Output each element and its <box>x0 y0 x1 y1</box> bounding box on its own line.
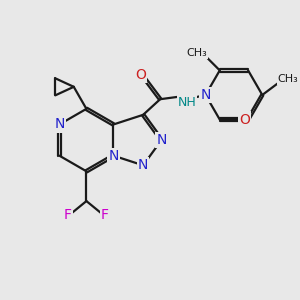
Text: F: F <box>64 208 72 222</box>
Text: N: N <box>156 133 167 147</box>
Text: CH₃: CH₃ <box>187 48 207 58</box>
Text: N: N <box>138 158 148 172</box>
Text: CH₃: CH₃ <box>278 74 298 84</box>
Text: O: O <box>135 68 146 82</box>
Text: F: F <box>101 208 109 222</box>
Text: O: O <box>239 112 250 127</box>
Text: N: N <box>200 88 211 102</box>
Text: N: N <box>108 149 118 163</box>
Text: NH: NH <box>178 96 196 109</box>
Text: N: N <box>54 118 64 131</box>
